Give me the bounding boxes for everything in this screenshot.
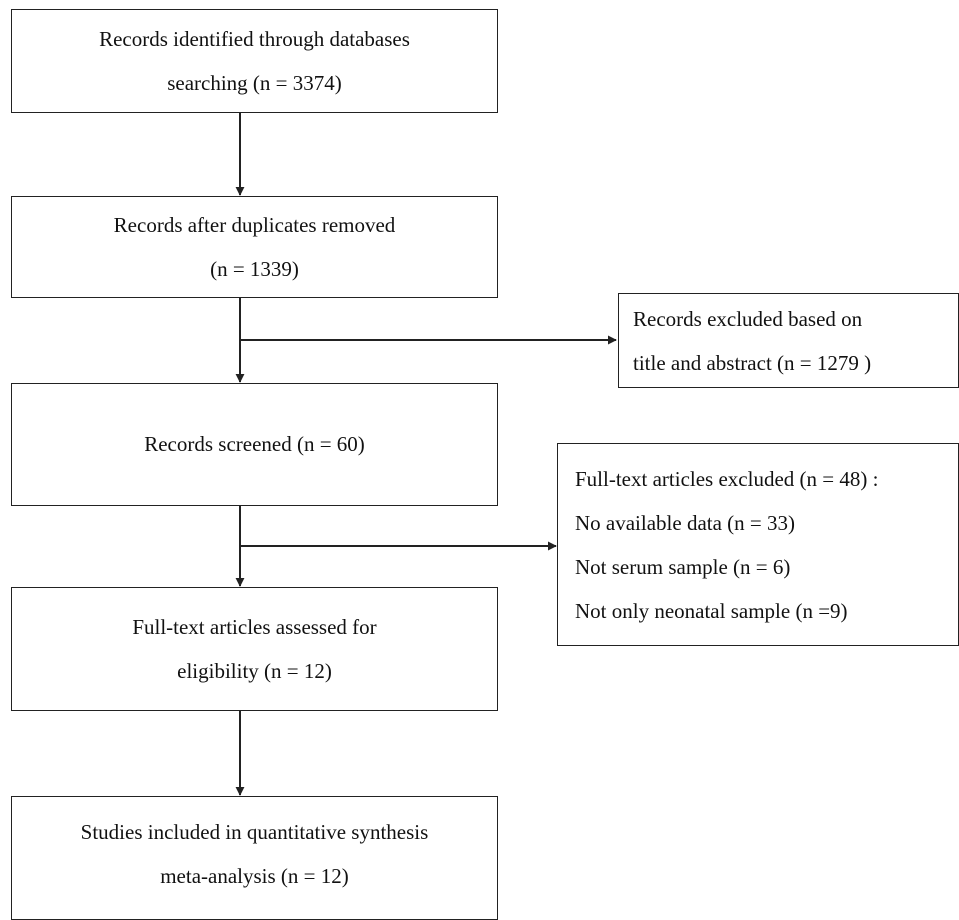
fulltext-excluded-line2: No available data (n = 33) <box>575 510 796 535</box>
duplicates-removed-box: Records after duplicates removed (n = 13… <box>11 196 498 298</box>
identified-line1: Records identified through databases <box>99 27 410 51</box>
excluded-title-abstract-line2: title and abstract (n = 1279 ) <box>633 350 872 375</box>
included-line1: Studies included in quantitative synthes… <box>80 820 429 844</box>
fulltext-excluded-line1: Full-text articles excluded (n = 48) : <box>575 466 879 491</box>
assessed-box: Full-text articles assessed for eligibil… <box>11 587 498 711</box>
fulltext-excluded-box: Full-text articles excluded (n = 48) : N… <box>557 443 959 646</box>
fulltext-excluded-line4: Not only neonatal sample (n =9) <box>575 598 848 623</box>
included-line2: meta-analysis (n = 12) <box>160 864 349 888</box>
excluded-title-abstract-line1: Records excluded based on <box>633 306 863 331</box>
excluded-title-abstract-box: Records excluded based on title and abst… <box>618 293 959 388</box>
fulltext-excluded-line3: Not serum sample (n = 6) <box>575 554 791 579</box>
screened-line1: Records screened (n = 60) <box>144 432 365 456</box>
assessed-line1: Full-text articles assessed for <box>132 615 377 639</box>
duplicates-removed-line2: (n = 1339) <box>210 257 299 281</box>
duplicates-removed-line1: Records after duplicates removed <box>113 213 396 237</box>
assessed-line2: eligibility (n = 12) <box>177 659 332 683</box>
identified-line2: searching (n = 3374) <box>167 71 342 95</box>
identified-box: Records identified through databases sea… <box>11 9 498 113</box>
screened-box: Records screened (n = 60) <box>11 383 498 506</box>
included-box: Studies included in quantitative synthes… <box>11 796 498 920</box>
